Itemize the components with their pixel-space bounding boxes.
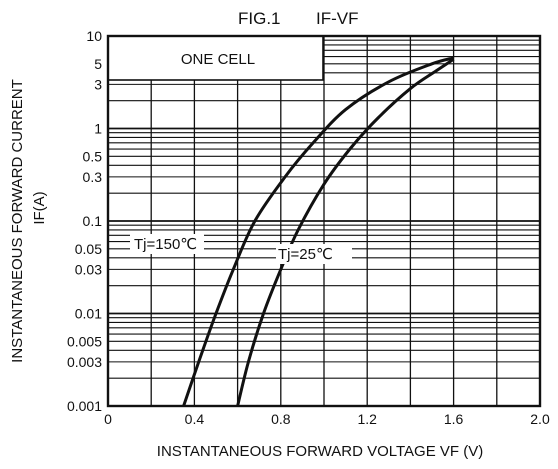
chart-title: FIG.1 xyxy=(238,9,281,28)
series-curve-tj25 xyxy=(236,58,455,407)
x-tick-label: 0 xyxy=(104,411,112,427)
y-tick-label: 0.03 xyxy=(75,261,102,277)
grid-lines xyxy=(108,36,540,406)
y-tick-label: 0.1 xyxy=(83,213,103,229)
plot-frame xyxy=(106,34,542,408)
y-tick-label: 3 xyxy=(94,76,102,92)
y-tick-label: 0.01 xyxy=(75,306,102,322)
y-tick-label: 10 xyxy=(86,28,102,44)
annotation-backdrop-150 xyxy=(130,234,204,254)
annotation-tj25: Tj=25℃ xyxy=(278,246,333,263)
series-curve-tj150 xyxy=(182,56,455,407)
y-axis-unit-label: IF(A) xyxy=(31,191,48,224)
y-tick-label: 0.005 xyxy=(67,333,102,349)
y-tick-label: 0.05 xyxy=(75,241,102,257)
x-tick-label: 0.4 xyxy=(185,411,205,427)
x-tick-label: 1.6 xyxy=(444,411,464,427)
tick-labels: 10 5 3 1 0.5 0.3 0.1 0.05 0.03 0.01 0.005 0.003 0.00… xyxy=(67,28,550,427)
x-axis-label: INSTANTANEOUS FORWARD VOLTAGE VF (V) xyxy=(157,443,483,460)
y-axis-label: INSTANTANEOUS FORWARD CURRENT xyxy=(9,79,26,363)
legend-box-label: ONE CELL xyxy=(181,51,255,68)
y-tick-label: 0.3 xyxy=(83,169,103,185)
y-tick-label: 0.003 xyxy=(67,354,102,370)
annotation-tj150: Tj=150℃ xyxy=(134,236,197,253)
legend-box xyxy=(107,35,324,81)
y-tick-label: 0.001 xyxy=(67,398,102,414)
y-tick-label: 1 xyxy=(94,121,102,137)
y-tick-label: 5 xyxy=(94,56,102,72)
x-tick-label: 0.8 xyxy=(271,411,291,427)
x-tick-label: 1.2 xyxy=(357,411,377,427)
x-tick-label: 2.0 xyxy=(530,411,550,427)
annotation-backdrop-25 xyxy=(276,244,352,264)
chart-title-curve-name: IF-VF xyxy=(316,9,359,28)
y-tick-label: 0.5 xyxy=(83,148,103,164)
series-curves xyxy=(182,56,455,407)
